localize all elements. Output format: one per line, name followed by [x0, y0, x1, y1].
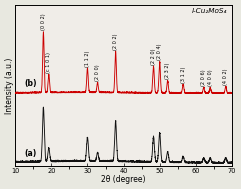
- Text: (2 0 4): (2 0 4): [157, 44, 162, 60]
- Text: (2 3 2): (2 3 2): [165, 63, 170, 79]
- Text: (3 1 2): (3 1 2): [181, 67, 186, 83]
- Text: (2 2 0): (2 2 0): [151, 48, 156, 65]
- Text: (2 0 6): (2 0 6): [201, 70, 207, 86]
- Text: (2 0 0): (2 0 0): [95, 64, 100, 81]
- Text: (ᴄ 1 0 1): (ᴄ 1 0 1): [46, 52, 51, 73]
- Text: (4 0 0): (4 0 0): [208, 70, 213, 86]
- X-axis label: 2θ (degree): 2θ (degree): [101, 175, 146, 184]
- Text: l-Cu₂MoS₄: l-Cu₂MoS₄: [192, 8, 228, 14]
- Text: (a): (a): [24, 149, 37, 158]
- Y-axis label: Intensity (a.u.): Intensity (a.u.): [5, 57, 14, 114]
- Text: (1 1 2): (1 1 2): [85, 50, 90, 67]
- Text: (2 0 2): (2 0 2): [113, 33, 118, 50]
- Text: (b): (b): [24, 79, 37, 88]
- Text: (4 0 2): (4 0 2): [223, 68, 228, 85]
- Text: (0 0 2): (0 0 2): [41, 14, 46, 30]
